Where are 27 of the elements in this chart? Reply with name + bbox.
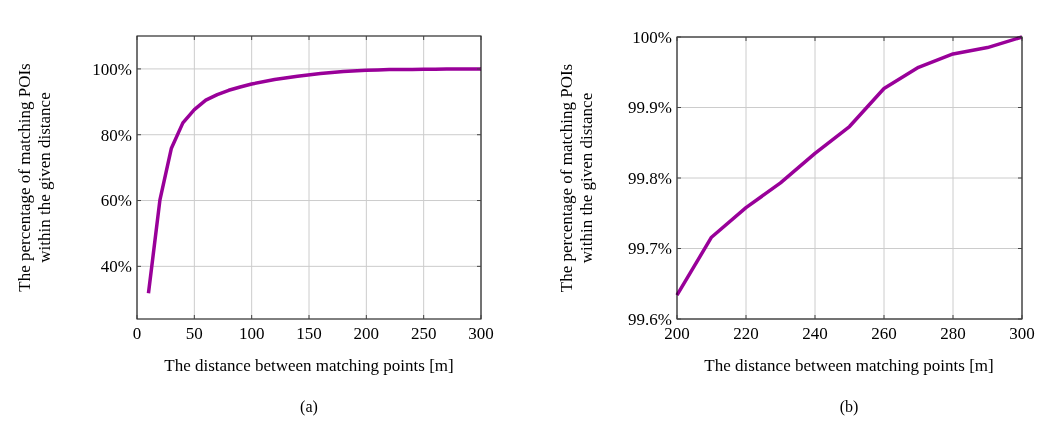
x-tick-label: 300 [468, 324, 494, 343]
y-axis-title: The percentage of matching POIs within the given distance [557, 63, 597, 293]
x-tick-label: 50 [185, 324, 203, 343]
x-tick-label: 260 [871, 324, 897, 343]
x-tick-label: 250 [410, 324, 437, 343]
text: (b) [839, 398, 859, 416]
line-series [146, 67, 483, 296]
x-axis-title: The distance between matching points [m] [164, 356, 454, 375]
x-tick-label: 200 [353, 324, 380, 343]
y-tick-label: 60% [100, 191, 132, 211]
x-tick-label: 150 [296, 324, 322, 343]
y-tick-label: 99.9% [628, 98, 672, 118]
x-axis-title: The distance between matching points [m] [704, 356, 994, 375]
y-tick-label: 80% [100, 125, 132, 145]
x-tick-label: 0 [132, 324, 142, 343]
x-tick-label: 280 [940, 324, 966, 343]
x-tick-label: 240 [802, 324, 828, 343]
x-tick-label: 100 [238, 324, 265, 343]
y-tick-label: 99.8% [628, 168, 672, 188]
y-tick-label: 100% [92, 59, 132, 79]
x-tick-label: 300 [1009, 324, 1035, 343]
text: (a) [300, 398, 318, 416]
y-tick-label: 99.7% [628, 239, 672, 259]
y-axis-title: The percentage of matching POIs within the given distance [15, 63, 55, 292]
y-tick-label: 100% [632, 27, 672, 47]
y-tick-label: 40% [100, 257, 132, 277]
x-tick-label: 220 [733, 324, 759, 343]
